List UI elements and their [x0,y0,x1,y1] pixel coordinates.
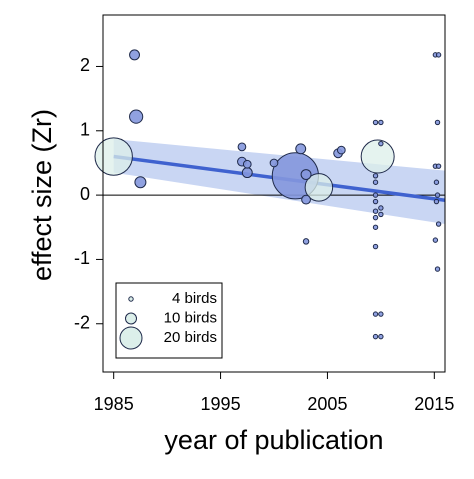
legend-marker [128,296,134,302]
data-point [295,143,307,155]
data-point [378,119,384,126]
data-point [378,311,384,317]
data-point [336,145,346,155]
data-point [372,208,379,214]
y-tick-label: -1 [74,248,90,268]
data-point [435,163,442,169]
y-tick-label: 2 [80,55,90,75]
plot-frame [102,14,446,373]
x-tick-label: 2005 [307,394,347,414]
data-point [434,192,441,198]
legend-marker [125,312,137,325]
legend-marker [119,326,143,350]
data-point [372,119,379,126]
data-point [435,221,442,227]
legend-label: 20 birds [164,329,217,346]
data-point [94,137,133,176]
data-point [241,167,253,179]
x-axis-title: year of publication [164,425,383,455]
data-point [372,224,379,230]
x-tick-label: 1995 [201,394,241,414]
data-point [433,198,440,205]
data-point [134,176,147,189]
data-point [432,237,439,243]
data-point [378,205,384,211]
data-point [372,243,379,250]
data-point [300,169,312,180]
data-point [372,333,379,340]
data-point [434,119,441,126]
y-tick-label: -2 [74,313,90,333]
data-point [372,179,379,185]
data-point [302,238,310,245]
legend-label: 10 birds [164,309,217,326]
data-point [435,52,442,58]
data-point [237,142,247,152]
data-point [269,158,279,168]
data-point [372,173,379,179]
data-point [372,311,379,317]
x-tick-label: 1985 [94,394,134,414]
data-point [129,49,140,61]
data-point [434,266,441,272]
data-point [372,192,379,198]
data-point [372,198,379,205]
data-point [378,211,384,218]
data-point [360,139,395,174]
y-tick-label: 1 [80,120,90,140]
data-point [378,333,384,340]
data-point [372,214,379,221]
x-tick-label: 2015 [414,394,454,414]
data-point [304,173,334,202]
y-tick-label: 0 [80,184,90,204]
legend-label: 4 birds [172,290,217,307]
data-point [242,159,252,169]
y-axis-title: effect size (Zr) [27,109,57,281]
data-point [433,179,440,185]
data-point [378,140,384,147]
data-point [129,109,144,124]
data-point [301,194,311,205]
